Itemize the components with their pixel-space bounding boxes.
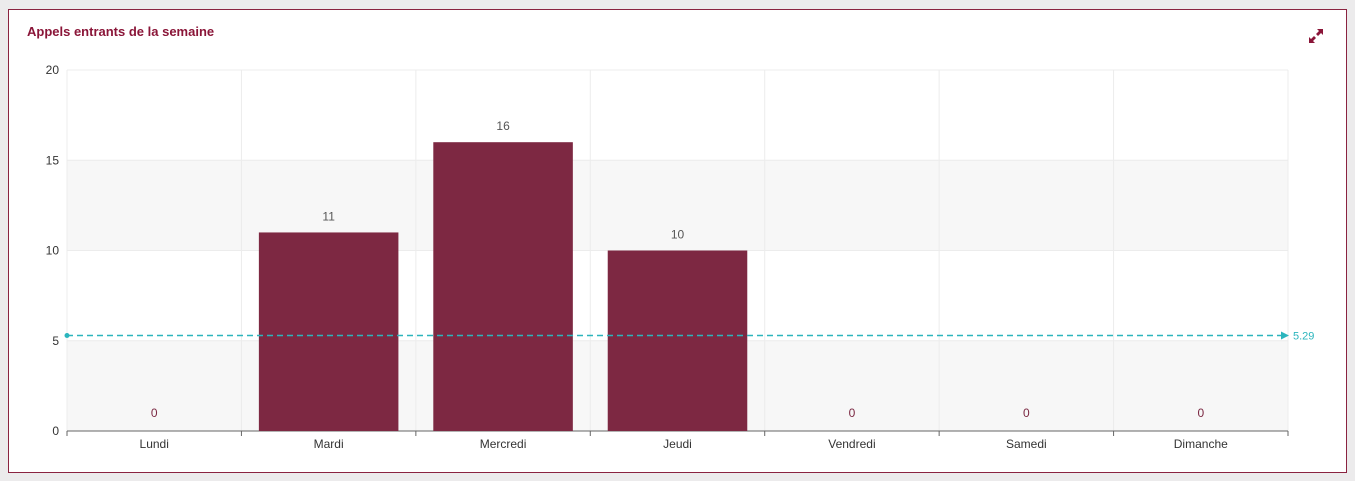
x-tick-label: Mardi	[314, 437, 344, 451]
x-tick-label: Mercredi	[480, 437, 527, 451]
x-tick-label: Dimanche	[1174, 437, 1228, 451]
y-tick-label: 0	[52, 424, 59, 438]
data-label: 0	[849, 406, 856, 420]
chart-title: Appels entrants de la semaine	[27, 24, 215, 39]
x-tick-label: Lundi	[140, 437, 169, 451]
expand-icon[interactable]	[1307, 27, 1325, 45]
data-label: 10	[671, 228, 685, 242]
bar	[607, 250, 748, 431]
data-label: 0	[151, 406, 158, 420]
average-line-arrow	[1281, 331, 1289, 340]
x-tick-label: Samedi	[1006, 437, 1047, 451]
x-tick-label: Jeudi	[663, 437, 692, 451]
y-tick-label: 5	[52, 334, 59, 348]
y-tick-label: 15	[46, 153, 60, 167]
average-line-start-marker	[64, 333, 70, 339]
data-label: 11	[322, 209, 335, 223]
y-tick-label: 10	[46, 244, 60, 258]
data-label: 0	[1197, 406, 1204, 420]
data-label: 16	[496, 119, 510, 133]
x-tick-label: Vendredi	[828, 437, 875, 451]
data-label: 0	[1023, 406, 1030, 420]
average-line-label: 5.29	[1293, 331, 1314, 343]
y-tick-label: 20	[46, 63, 60, 77]
bar	[258, 232, 399, 431]
bar	[433, 142, 573, 431]
